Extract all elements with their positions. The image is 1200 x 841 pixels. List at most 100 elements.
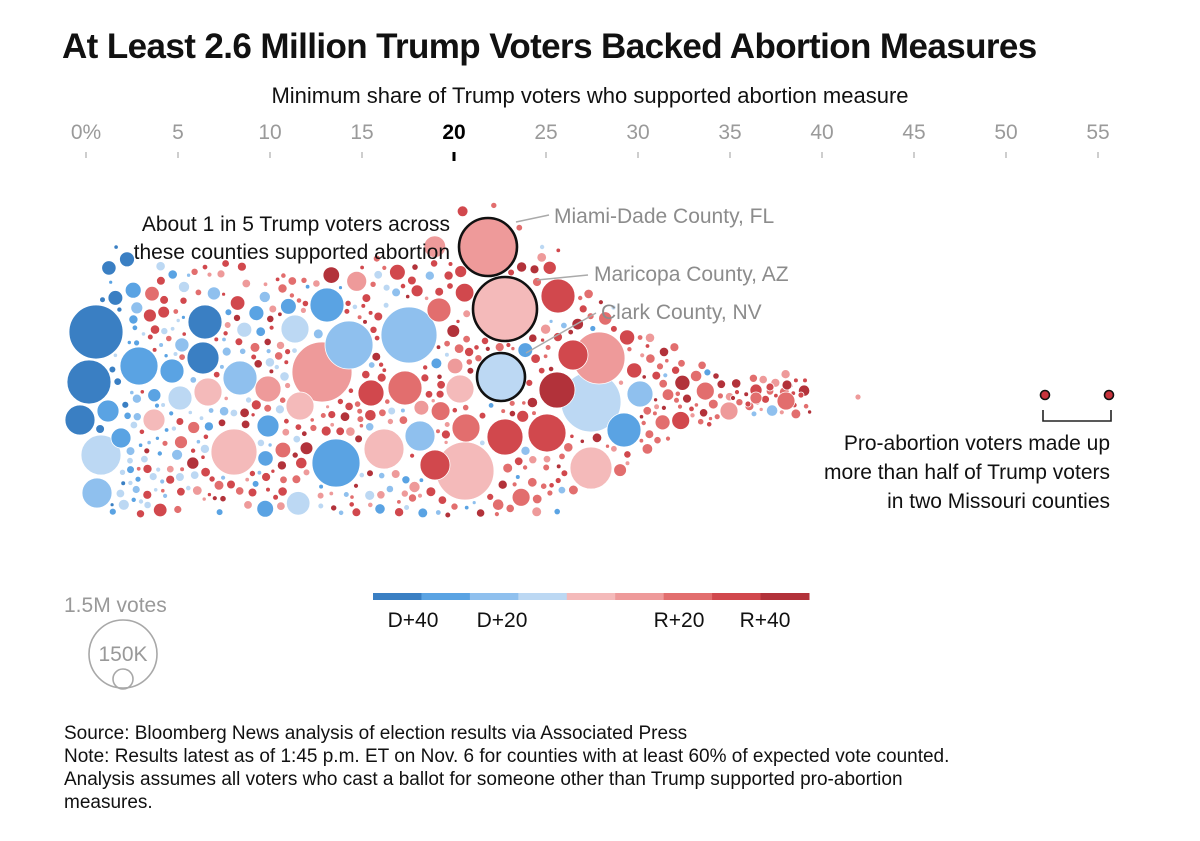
x-tick-label: 45 (902, 121, 925, 144)
county-bubble (281, 428, 290, 437)
county-bubble (462, 403, 470, 412)
maricopa-bubble (471, 275, 539, 343)
county-bubble (446, 357, 464, 375)
county-bubble (110, 427, 132, 449)
county-bubble (693, 402, 700, 408)
county-bubble (560, 321, 568, 330)
analysis-note: Analysis assumes all voters who cast a b… (64, 769, 903, 790)
county-bubble (221, 291, 227, 297)
county-bubble (119, 346, 159, 386)
county-bubble (172, 308, 179, 315)
county-bubble (435, 509, 442, 516)
county-bubble (658, 379, 668, 389)
county-bubble (484, 345, 491, 352)
county-bubble (221, 346, 232, 357)
county-bubble (312, 279, 321, 288)
county-bubble (396, 499, 402, 505)
county-bubble (356, 415, 365, 423)
county-bubble (240, 419, 251, 430)
county-bubble (309, 424, 318, 432)
county-bubble (80, 434, 122, 476)
x-tick-label: 10 (258, 121, 281, 144)
missouri-annotation-line-3: in two Missouri counties (887, 490, 1110, 513)
county-bubble (689, 412, 696, 419)
county-bubble (538, 371, 576, 409)
county-bubble (343, 308, 351, 315)
county-bubble (221, 336, 227, 343)
county-bubble (653, 397, 659, 403)
missouri-county-dot-1 (1039, 389, 1051, 401)
county-bubble (274, 441, 292, 459)
county-bubble (316, 491, 325, 500)
county-bubble (262, 281, 269, 287)
county-bubble (251, 480, 260, 488)
county-bubble (129, 420, 139, 430)
county-bubble (735, 398, 744, 407)
county-bubble (502, 462, 514, 474)
county-bubble (781, 379, 793, 391)
county-bubble (568, 484, 579, 496)
county-bubble (475, 508, 486, 518)
county-bubble (454, 283, 475, 303)
county-bubble (713, 413, 721, 421)
county-bubble (354, 434, 363, 444)
county-bubble (697, 418, 705, 426)
county-bubble (155, 466, 162, 473)
county-bubble (486, 492, 495, 501)
county-bubble (169, 326, 176, 332)
county-bubble (698, 408, 709, 418)
county-bubble (244, 476, 250, 483)
county-bubble (409, 452, 416, 459)
county-bubble (345, 426, 356, 437)
legend-label-r20: R+20 (654, 609, 705, 632)
county-bubble (285, 391, 315, 421)
county-bubble (235, 486, 245, 496)
missouri-bracket (1042, 410, 1112, 422)
county-bubble (542, 454, 552, 464)
county-bubble (229, 408, 239, 418)
county-bubble (320, 425, 332, 437)
county-bubble (272, 493, 279, 501)
county-bubble (378, 471, 386, 480)
county-bubble (538, 366, 546, 375)
county-bubble (348, 501, 355, 508)
county-bubble (671, 365, 681, 375)
county-bubble (161, 439, 169, 447)
county-bubble (143, 447, 151, 455)
county-bubble (373, 311, 384, 322)
county-bubble (212, 370, 221, 379)
county-bubble (555, 463, 562, 470)
county-bubble (654, 414, 671, 431)
county-bubble (569, 446, 613, 490)
county-bubble (378, 408, 387, 417)
county-bubble (283, 359, 290, 366)
county-bubble (542, 463, 550, 472)
county-bubble (578, 304, 588, 314)
county-bubble (387, 370, 423, 406)
county-bubble (360, 303, 367, 309)
annotation-line-1: About 1 in 5 Trump voters across (142, 213, 450, 236)
county-bubble (154, 435, 160, 441)
county-bubble (222, 330, 229, 337)
county-bubble (153, 487, 159, 493)
county-bubble (286, 491, 311, 516)
county-bubble (186, 272, 192, 278)
county-bubble (135, 509, 145, 519)
county-bubble (539, 243, 546, 250)
county-bubble (250, 353, 258, 361)
missouri-annotation-line-1: Pro-abortion voters made up (844, 432, 1110, 455)
county-bubble (176, 487, 186, 497)
county-bubble (707, 398, 719, 410)
county-bubble (514, 456, 524, 467)
county-bubble (765, 382, 775, 392)
county-bubble (466, 366, 475, 375)
county-bubble (557, 339, 589, 371)
x-tick-label: 20 (442, 121, 465, 144)
county-bubble (154, 402, 160, 409)
county-bubble (400, 407, 406, 414)
results-note: Note: Results latest as of 1:45 p.m. ET … (64, 746, 950, 767)
county-bubble (142, 308, 157, 323)
county-bubble (258, 290, 271, 303)
county-bubble (248, 469, 256, 477)
county-bubble (376, 490, 386, 500)
